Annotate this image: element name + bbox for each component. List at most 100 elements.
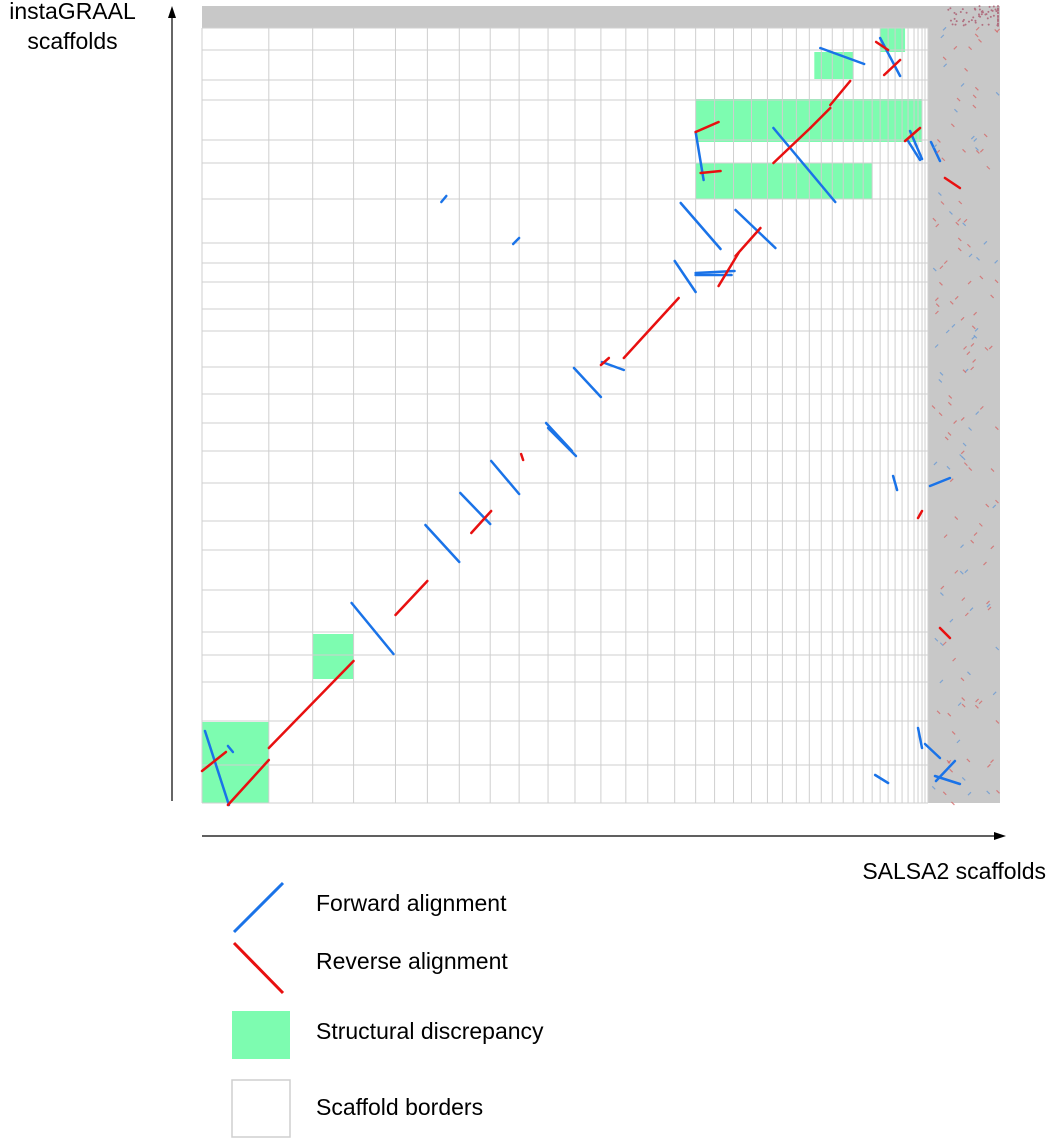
unplaced-alignment-mark [949, 478, 954, 483]
unplaced-alignment-mark [957, 247, 962, 252]
unplaced-alignment-mark [978, 522, 983, 527]
unplaced-top-mark [962, 24, 965, 27]
unplaced-alignment-mark [954, 295, 959, 300]
x-axis-arrowhead [994, 832, 1006, 840]
reverse-alignment [882, 58, 902, 77]
reverse-alignment [622, 296, 680, 360]
unplaced-alignment-mark [953, 45, 958, 50]
unplaced-top-mark [979, 15, 982, 18]
forward-alignment [673, 259, 697, 294]
unplaced-alignment-mark [964, 612, 969, 617]
unplaced-top-mark [972, 16, 975, 19]
unplaced-alignment-mark [940, 201, 945, 205]
unplaced-alignment-mark [961, 703, 966, 708]
unplaced-alignment-mark [974, 33, 979, 38]
unplaced-alignment-mark [967, 243, 971, 248]
unplaced-alignment-mark [933, 461, 938, 466]
unplaced-alignment-mark [994, 259, 999, 264]
unplaced-alignment-mark [945, 329, 950, 334]
unplaced-alignment-mark [943, 63, 948, 68]
unplaced-top-mark [962, 18, 965, 21]
unplaced-alignment-mark [962, 148, 966, 153]
unplaced-alignment-mark [995, 646, 1000, 651]
unplaced-alignment-mark [960, 316, 965, 321]
discrepancy-block [814, 52, 854, 79]
unplaced-alignment-mark [983, 133, 988, 138]
unplaced-alignment-mark [957, 702, 962, 707]
unplaced-alignment-mark [949, 618, 954, 623]
unplaced-alignment-mark [983, 240, 988, 245]
legend-forward-label: Forward alignment [316, 890, 507, 916]
unplaced-alignment-mark [943, 260, 948, 265]
unplaced-alignment-mark [963, 345, 967, 350]
legend-reverse-label: Reverse alignment [316, 948, 508, 974]
unplaced-alignment-mark [967, 280, 972, 285]
unplaced-alignment-mark [939, 679, 944, 684]
unplaced-alignment-mark [984, 346, 989, 351]
unplaced-alignment-mark [960, 450, 965, 455]
unplaced-alignment-mark [939, 371, 944, 376]
forward-alignment [891, 474, 899, 492]
unplaced-alignment-mark [986, 165, 991, 170]
unplaced-alignment-mark [953, 420, 958, 424]
unplaced-top-mark [997, 24, 999, 27]
reverse-alignment [874, 40, 890, 52]
unplaced-alignment-mark [936, 139, 941, 143]
unplaced-alignment-mark [947, 432, 952, 436]
unplaced-alignment-mark [968, 467, 973, 471]
unplaced-alignment-mark [969, 607, 974, 612]
unplaced-alignment-mark [954, 516, 959, 521]
unplaced-alignment-mark [939, 265, 944, 270]
unplaced-alignment-mark [972, 104, 977, 109]
unplaced-alignment-mark [975, 411, 980, 416]
unplaced-alignment-mark [954, 569, 959, 574]
unplaced-alignment-mark [939, 642, 944, 647]
unplaced-alignment-mark [938, 412, 943, 417]
unplaced-alignment-mark [986, 603, 991, 608]
unplaced-alignment-mark [942, 791, 947, 796]
unplaced-alignment-mark [949, 211, 953, 215]
unplaced-alignment-mark [950, 123, 955, 128]
reverse-alignment [943, 176, 962, 190]
unplaced-top-mark [955, 20, 958, 23]
unplaced-alignment-mark [987, 763, 991, 768]
legend-borders-label: Scaffold borders [316, 1094, 484, 1120]
unplaced-top-mark [997, 5, 999, 8]
unplaced-alignment-mark [985, 503, 990, 508]
unplaced-alignment-mark [964, 569, 969, 574]
unplaced-alignment-mark [933, 144, 938, 149]
forward-alignment [226, 744, 235, 754]
unplaced-top-mark [997, 8, 999, 11]
unplaced-alignment-mark [975, 147, 979, 151]
unplaced-alignment-mark [957, 237, 962, 242]
unplaced-alignment-mark [942, 26, 947, 31]
reverse-alignment [938, 626, 952, 640]
forward-alignment [546, 426, 578, 458]
forward-alignment [440, 194, 448, 204]
axes [168, 6, 1006, 840]
reverse-alignment [394, 579, 429, 617]
reverse-alignments [200, 5, 1001, 807]
unplaced-alignment-mark [961, 456, 966, 461]
legend-discrepancy-label: Structural discrepancy [316, 1018, 544, 1044]
unplaced-alignment-mark [979, 148, 984, 153]
unplaced-top-mark [992, 14, 995, 17]
forward-alignment [878, 36, 902, 78]
unplaced-alignment-mark [987, 606, 992, 611]
unplaced-alignment-mark [974, 327, 979, 332]
unplaced-top-mark [949, 19, 952, 22]
reverse-alignment [599, 356, 611, 367]
unplaced-alignment-mark [951, 731, 956, 735]
unplaced-alignment-mark [932, 267, 937, 272]
unplaced-top-mark [986, 17, 989, 20]
unplaced-alignment-mark [996, 28, 1001, 33]
unplaced-alignment-mark [971, 325, 976, 330]
unplaced-alignment-mark [979, 275, 984, 280]
unplaced-alignment-mark [934, 297, 939, 302]
unplaced-alignment-mark [941, 157, 946, 162]
unplaced-alignment-mark [975, 26, 980, 31]
unplaced-alignment-mark [954, 108, 958, 113]
forward-alignment [350, 601, 395, 656]
unplaced-alignment-mark [990, 468, 995, 472]
